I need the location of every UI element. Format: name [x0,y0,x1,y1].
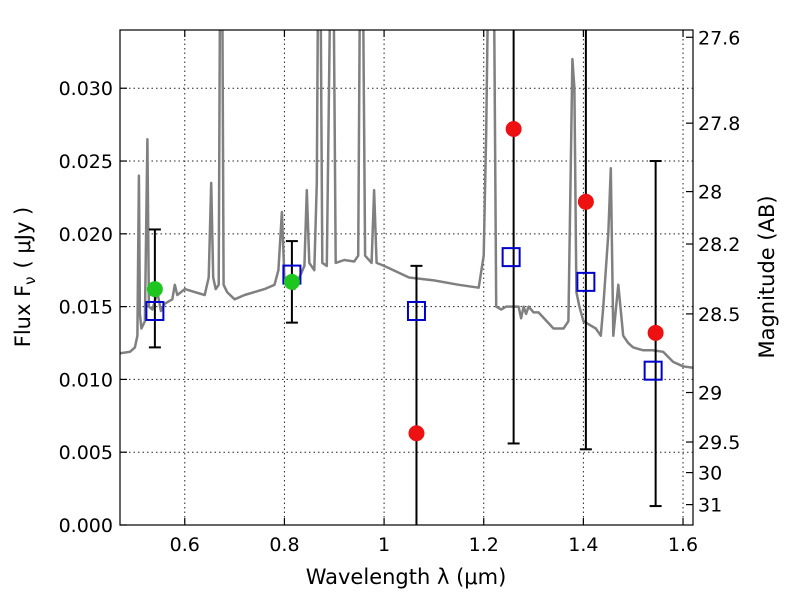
y2-tick-label: 28.2 [698,234,740,256]
plot-clip-group [120,30,693,525]
x-tick-label: 0.8 [269,534,299,556]
y-axis-label-sub: ν [21,276,39,284]
y2-tick-label: 27.6 [698,27,740,49]
observed-flux-marker [577,193,594,210]
y-tick-label: 0.000 [59,515,113,537]
x-axis-label: Wavelength λ (μm) [306,565,507,589]
y-tick-label: 0.030 [59,78,113,100]
y2-tick-label: 28.5 [698,304,740,326]
predicted-flux-marker [501,247,521,268]
y2-tick-label: 28 [698,182,722,204]
y2-tick-label: 30 [698,463,722,485]
x-tick-label: 1.4 [568,534,598,556]
y-axis-label-unit: ( μJy ) [11,207,35,269]
y-axis-label-main: Flux F [11,285,35,347]
x-tick-label: 1 [378,534,390,556]
observed-flux-marker [505,121,522,137]
y2-tick-label: 29.5 [698,432,740,454]
predicted-flux-marker [576,271,596,292]
y2-tick-label: 29 [698,383,722,405]
y2-tick-label: 27.8 [698,113,740,135]
x-tick-label: 1.6 [668,534,698,556]
y-tick-label: 0.010 [59,369,113,391]
y2-axis-label: Magnitude (AB) [755,195,779,358]
predicted-flux-marker [643,360,663,381]
x-tick-label: 1.2 [469,534,499,556]
svg-text:Flux Fν( μJy ): Flux Fν ( μJy ) [11,207,39,348]
y-tick-label: 0.025 [59,151,113,173]
detection-marker [146,281,163,298]
ticks: 0.6 0.8 1 1.2 1.4 1.6 0.000 0.005 0.010 0.015 0.02… [59,27,741,556]
spectrum-line [120,30,693,370]
y-tick-label: 0.020 [59,224,113,246]
plot-area [120,30,693,525]
y-tick-label: 0.015 [59,297,113,319]
observed-flux-marker [647,324,664,341]
y-tick-label: 0.005 [59,442,113,464]
axes-frame [119,29,694,526]
x-tick-label: 0.6 [170,534,200,556]
y2-tick-label: 31 [698,495,722,517]
predicted-flux-marker [145,300,165,321]
observed-flux-marker [408,425,425,442]
predicted-flux-marker [406,300,426,321]
y-axis-label: Flux Fν ( μJy ) [11,207,39,348]
detection-marker [283,273,300,290]
